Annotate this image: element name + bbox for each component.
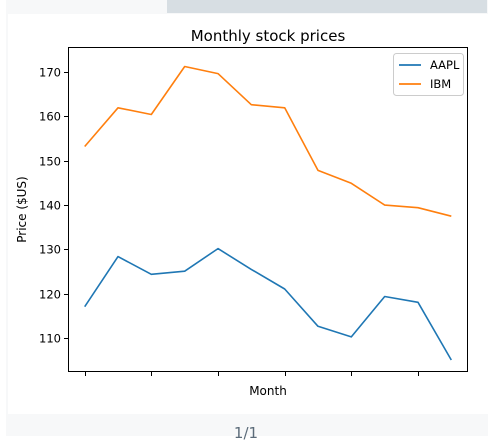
page-indicator: 1/1 bbox=[0, 424, 492, 442]
chart-container: 110 120 130 140 150 160 170 Monthly stock pric… bbox=[8, 14, 488, 414]
y-tick-label: 170 bbox=[39, 66, 61, 80]
y-tick-label: 150 bbox=[39, 155, 61, 169]
y-tick-label: 110 bbox=[39, 332, 61, 346]
legend-label-ibm: IBM bbox=[430, 77, 451, 91]
line-chart: 110 120 130 140 150 160 170 Monthly stock pric… bbox=[8, 14, 488, 414]
x-axis bbox=[86, 372, 419, 376]
y-tick-label: 120 bbox=[39, 288, 61, 302]
y-tick-label: 140 bbox=[39, 199, 61, 213]
y-tick-label: 160 bbox=[39, 110, 61, 124]
legend-label-aapl: AAPL bbox=[430, 58, 460, 72]
x-axis-label: Month bbox=[249, 384, 287, 398]
top-toolbar-strip bbox=[167, 0, 487, 13]
legend: AAPL IBM bbox=[394, 54, 464, 96]
y-axis: 110 120 130 140 150 160 170 bbox=[39, 66, 68, 346]
chart-title: Monthly stock prices bbox=[191, 27, 346, 45]
y-tick-label: 130 bbox=[39, 243, 61, 257]
y-axis-label: Price ($US) bbox=[15, 176, 29, 243]
